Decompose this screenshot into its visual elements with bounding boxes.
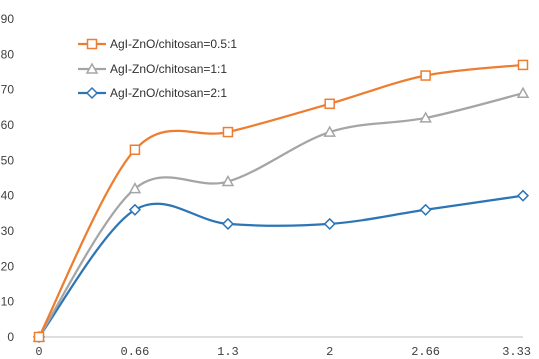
data-point-triangle: [323, 125, 336, 137]
series-diamond: [32, 189, 530, 344]
data-point-triangle: [516, 86, 530, 98]
legend-label: AgI-ZnO/chitosan=0.5:1: [110, 37, 237, 51]
legend-label: AgI-ZnO/chitosan=1:1: [110, 62, 227, 76]
y-tick-label: 60: [1, 118, 15, 132]
series-layer: [32, 59, 530, 344]
series-triangle: [32, 86, 530, 342]
legend-marker-diamond: [85, 86, 99, 100]
legend-label: AgI-ZnO/chitosan=2:1: [110, 86, 227, 100]
data-point-triangle: [128, 182, 142, 194]
series-line: [38, 92, 524, 338]
x-tick-label: 1.3: [217, 345, 239, 359]
legend-item: AgI-ZnO/chitosan=2:1: [78, 86, 227, 100]
y-tick-label: 10: [1, 295, 15, 309]
data-point-square: [420, 70, 431, 81]
legend-item: AgI-ZnO/chitosan=0.5:1: [78, 37, 237, 51]
data-point-diamond: [516, 189, 530, 202]
y-tick-label: 20: [1, 259, 15, 273]
data-point-square: [517, 59, 529, 71]
series-line: [37, 63, 524, 338]
y-axis-ticks: 0 10 20 30 40 50 60 70 80 90: [1, 12, 15, 344]
y-tick-label: 70: [1, 83, 15, 97]
x-tick-label: 2.66: [411, 345, 440, 359]
legend: AgI-ZnO/chitosan=0.5:1 AgI-ZnO/chitosan=1…: [78, 37, 237, 100]
x-tick-label: 3.33: [502, 345, 531, 359]
y-tick-label: 50: [1, 153, 15, 167]
data-point-diamond: [128, 203, 141, 216]
legend-marker-triangle: [85, 62, 99, 74]
data-point-square: [33, 331, 45, 343]
data-point-diamond: [419, 203, 432, 216]
legend-item: AgI-ZnO/chitosan=1:1: [78, 62, 227, 76]
x-tick-label: 0: [35, 345, 42, 359]
y-tick-label: 40: [1, 189, 15, 203]
x-tick-label: 0.66: [121, 345, 150, 359]
data-point-square: [324, 98, 335, 110]
legend-marker-square: [86, 38, 98, 50]
y-tick-label: 90: [1, 12, 15, 26]
data-point-triangle: [419, 111, 432, 123]
data-point-square: [129, 144, 141, 155]
x-tick-label: 2: [326, 345, 333, 359]
x-axis-ticks: 0 0.66 1.3 2 2.66 3.33: [35, 345, 531, 359]
data-point-square: [222, 126, 234, 138]
data-point-triangle: [221, 174, 235, 187]
data-point-diamond: [323, 217, 336, 230]
y-tick-label: 30: [1, 224, 15, 238]
series-square: [33, 59, 529, 343]
y-tick-label: 80: [1, 47, 15, 61]
y-tick-label: 0: [7, 330, 14, 344]
data-point-diamond: [221, 217, 235, 230]
